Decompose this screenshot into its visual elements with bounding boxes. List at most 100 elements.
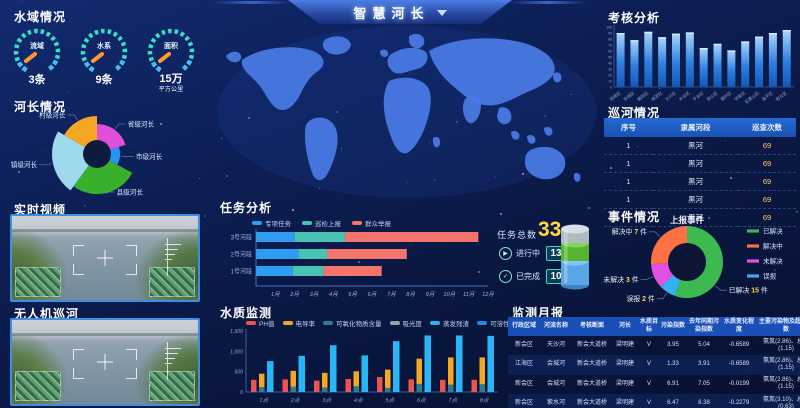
table-row[interactable]: 新会区 天沙河 新会大道桥 梁明建 V 3.95 5.04 -0.6589 氨氮(2.86)、总… [508,336,800,355]
monthly-col-header: 行政区域 [508,317,540,336]
patrol-cell: 69 [738,154,796,173]
monthly-cell: 新会区 [508,394,540,408]
hud-readout [164,240,187,264]
table-row[interactable]: 新会区 会城河 新会大道桥 梁明建 V 6.91 7.05 -0.0199 氨氮(2.86)、总… [508,375,800,394]
monthly-cell: -0.6589 [722,355,756,375]
water-gauges: 流域 3条 水系 9条 面积 15万 平方公里 [4,22,205,96]
svg-text:1月: 1月 [271,291,280,298]
quality-bar [345,378,351,392]
monthly-cell: 5.04 [698,342,710,349]
monthly-cell: 氨氮(2.86)、总磷(1.15) [763,377,800,391]
quality-bar [448,384,454,392]
table-row[interactable]: 1 黑河 69 [604,137,796,155]
continent-shape [380,49,389,58]
star [292,209,294,211]
legend-item[interactable]: 群众举报 [352,218,391,228]
quality-bar [353,386,359,392]
quality-bar [385,387,391,392]
task-bar-seg [256,249,299,259]
hud-bracket [73,244,85,256]
hud-scale [167,237,169,277]
drone-video-frame[interactable] [10,318,200,406]
quality-bar [385,369,391,388]
star [358,261,360,263]
svg-text:平方公里: 平方公里 [159,85,184,93]
legend-item[interactable]: 可溶性铁 [477,318,516,328]
rose-segment [73,154,133,195]
patrol-cell: 69 [738,208,796,227]
quality-bar [259,373,265,388]
panel-title-patrol: 巡河情况 [608,106,661,120]
svg-text:3月: 3月 [310,291,319,298]
legend-label: 解决中 [763,241,783,250]
star [319,188,320,189]
svg-text:10月: 10月 [443,291,455,298]
minimap-thumbnail [149,267,195,297]
quality-bar [416,383,422,392]
task-done-label: 已完成 [516,272,540,281]
play-icon: ▶ [499,247,512,260]
table-row[interactable]: 新会区 紫水河 新会大道桥 梁明建 V 6.47 8.38 -0.2279 氨氮(3.10)、总… [508,394,800,408]
svg-text:丰台区: 丰台区 [677,90,691,103]
hud-bracket [73,367,85,379]
monthly-cell: 新会大道桥 [576,380,607,387]
live-video-frame[interactable] [10,214,200,302]
donut-segment [651,263,674,287]
legend-item[interactable]: 电导率 [282,318,315,328]
monthly-cell: -0.2279 [722,394,756,408]
donut-callout: 误报 2 件 [626,294,654,303]
quality-bar [267,361,274,392]
hud-scale [167,341,169,381]
svg-text:东城区: 东城区 [622,90,636,103]
legend-item[interactable]: 巡检上报 [302,218,341,228]
monthly-cell: 会城河 [540,355,572,375]
star [67,92,68,93]
legend-item[interactable]: 蒸发残渣 [430,318,469,328]
legend-label: 可氧化物质含量 [336,321,382,328]
panel-title-monthly: 监测月报 [512,306,565,320]
rose-label: 省级河长 [128,119,155,128]
monthly-cell: 8.38 [686,394,722,408]
svg-text:石景山区: 石景山区 [743,90,761,105]
svg-text:1点: 1点 [259,397,269,404]
assessment-bar [699,48,708,87]
legend-swatch [477,321,488,325]
monthly-cell: 氨氮(3.10)、总磷(0.63) [756,394,800,408]
star [221,138,222,139]
legend-item[interactable]: 吸光度 [389,318,422,328]
patrol-cell: 1 [604,137,653,155]
quality-bar [290,370,296,387]
table-row[interactable]: 江海区 会城河 新会大道桥 梁明建 V 1.33 3.91 -0.6589 氨氮(2.86)、总… [508,355,800,375]
continent-shape [409,33,425,49]
star [155,86,156,87]
svg-text:90: 90 [608,32,612,36]
legend-item[interactable]: 专项任务 [252,218,291,228]
svg-text:10: 10 [608,80,612,84]
table-row[interactable]: 1 黑河 69 [604,190,796,209]
monthly-col-header: 水质目标 [638,317,660,336]
patrol-cell: 1 [604,172,653,191]
task-bar-seg [323,266,382,276]
monthly-cell: -0.6589 [728,342,750,349]
task-bar-seg [256,266,293,276]
quality-bar [456,335,463,392]
task-cylinder [556,216,594,301]
quality-bar [479,357,485,385]
table-row[interactable]: 1 黑河 69 [604,172,796,191]
table-row[interactable]: 1 黑河 69 [604,154,796,173]
table-row[interactable]: 1 黑河 69 [604,208,796,227]
legend-label: 专项任务 [265,221,291,228]
monthly-col-header: 河长 [612,317,638,336]
svg-text:1,500: 1,500 [230,329,243,335]
svg-text:5月: 5月 [348,291,357,298]
chevron-down-icon[interactable] [436,10,447,16]
continent-shape [387,47,428,74]
patrol-col-header: 序号 [604,118,653,137]
legend-item[interactable]: PH值 [246,318,275,328]
legend-item[interactable]: 可氧化物质含量 [323,318,382,328]
hud-bracket [125,367,137,379]
patrol-col-header: 隶属河段 [652,118,739,137]
minimap-thumbnail [149,371,195,401]
patrol-cell: 1 [604,154,653,173]
panel-title-water: 水域情况 [14,10,67,24]
